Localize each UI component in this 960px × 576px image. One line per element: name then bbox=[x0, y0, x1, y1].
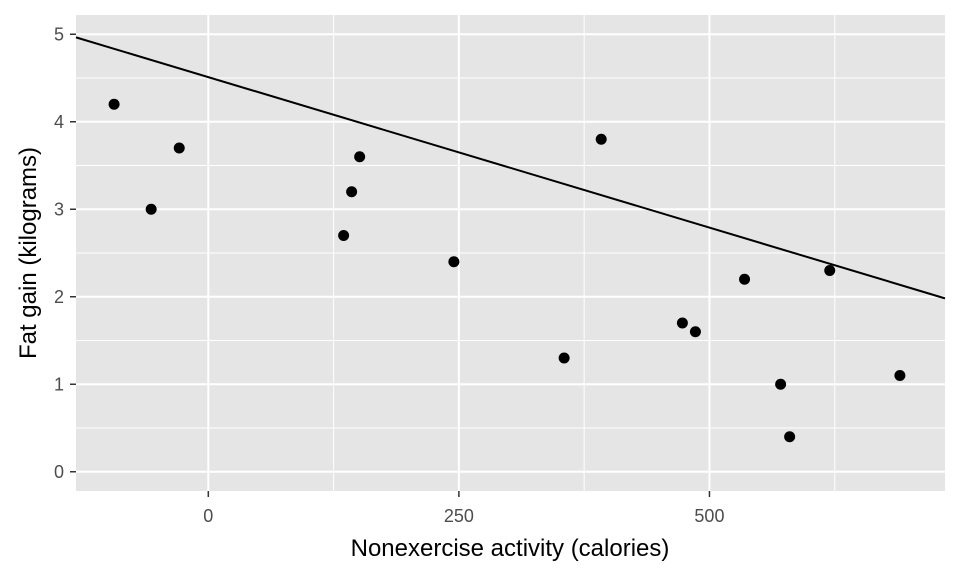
data-point bbox=[346, 186, 358, 198]
y-axis-title: Fat gain (kilograms) bbox=[15, 147, 42, 359]
fit-line bbox=[75, 36, 946, 300]
data-point bbox=[173, 142, 185, 154]
data-point bbox=[676, 317, 688, 329]
y-tick-label: 4 bbox=[54, 112, 64, 132]
data-point bbox=[448, 256, 460, 268]
y-tick-label: 0 bbox=[54, 462, 64, 482]
data-point bbox=[108, 98, 120, 110]
data-point bbox=[338, 230, 350, 241]
y-tick-label: 2 bbox=[54, 287, 64, 307]
data-point bbox=[894, 370, 906, 381]
data-point bbox=[824, 265, 836, 276]
x-tick-label: 500 bbox=[694, 506, 724, 526]
x-tick-label: 0 bbox=[203, 506, 213, 526]
data-point bbox=[775, 378, 787, 390]
fit-line-group bbox=[75, 36, 946, 300]
data-point bbox=[354, 151, 366, 163]
x-axis-ticks: 0 250 500 bbox=[203, 491, 724, 526]
data-point bbox=[689, 326, 701, 338]
minor-gridlines bbox=[76, 15, 945, 491]
data-point bbox=[784, 431, 796, 443]
y-axis-ticks: 0 1 2 3 4 5 bbox=[54, 24, 76, 482]
data-point bbox=[558, 352, 570, 364]
data-point bbox=[145, 203, 157, 215]
y-tick-label: 1 bbox=[54, 374, 64, 394]
data-points bbox=[108, 98, 906, 443]
data-point bbox=[595, 133, 607, 145]
data-point bbox=[739, 273, 751, 285]
x-axis-title: Nonexercise activity (calories) bbox=[351, 535, 670, 562]
y-tick-label: 3 bbox=[54, 199, 64, 219]
major-gridlines bbox=[76, 15, 945, 491]
y-tick-label: 5 bbox=[54, 24, 64, 44]
x-tick-label: 250 bbox=[444, 506, 474, 526]
